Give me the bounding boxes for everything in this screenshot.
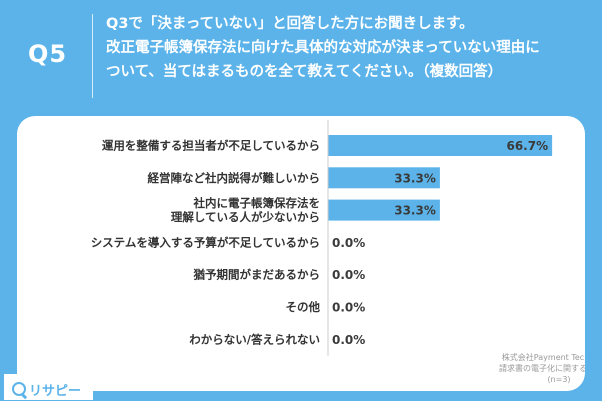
bar-chart: 運用を整備する担当者が不足しているから 66.7% 経営陣など社内説得が難しいから 3…: [91, 120, 585, 384]
question-line: 改正電子帳簿保存法に向けた具体的な対応が決まっていない理由に: [106, 40, 540, 56]
search-q-icon: [12, 382, 26, 396]
bar: [328, 135, 553, 156]
value-label: 0.0%: [332, 268, 365, 282]
source-note: 請求書の電子化に関する実態調査: [499, 363, 585, 373]
brand-logo: リサピー: [4, 374, 94, 400]
bar: [328, 199, 440, 221]
category-label: 運用を整備する担当者が不足しているから: [102, 139, 320, 153]
category-label: わからない/答えられない: [189, 332, 320, 346]
category-label: 社内に電子帳簿保存法を理解している人が少ないから: [171, 196, 320, 224]
header-divider: [92, 14, 93, 98]
chart-panel: 運用を整備する担当者が不足しているから 66.7% 経営陣など社内説得が難しいから 3…: [17, 116, 585, 391]
value-label: 33.3%: [394, 204, 436, 218]
question-line: Q3で「決まっていない」と回答した方にお聞きします。: [106, 16, 474, 32]
value-label: 0.0%: [332, 333, 365, 347]
value-label: 33.3%: [394, 171, 436, 185]
brand-name: リサピー: [29, 383, 82, 399]
bar: [328, 167, 440, 189]
category-label: その他: [286, 300, 321, 314]
source-note: (n=3): [547, 375, 570, 384]
question-header: Q5 Q3で「決まっていない」と回答した方にお聞きします。 改正電子帳簿保存法に…: [0, 0, 602, 110]
question-line: ついて、当てはまるものを全て教えてください。（複数回答）: [106, 64, 503, 80]
source-note: 株式会社Payment Technology: [502, 352, 585, 362]
category-label: 経営陣など社内説得が難しいから: [148, 171, 321, 185]
value-label: 0.0%: [332, 236, 365, 250]
category-label: システムを導入する予算が不足しているから: [91, 235, 320, 249]
question-text: Q3で「決まっていない」と回答した方にお聞きします。 改正電子帳簿保存法に向けた…: [106, 12, 596, 84]
value-label: 0.0%: [332, 301, 365, 315]
question-id: Q5: [28, 40, 68, 68]
value-label: 66.7%: [506, 139, 548, 153]
category-label: 猶予期間がまだあるから: [193, 268, 321, 282]
